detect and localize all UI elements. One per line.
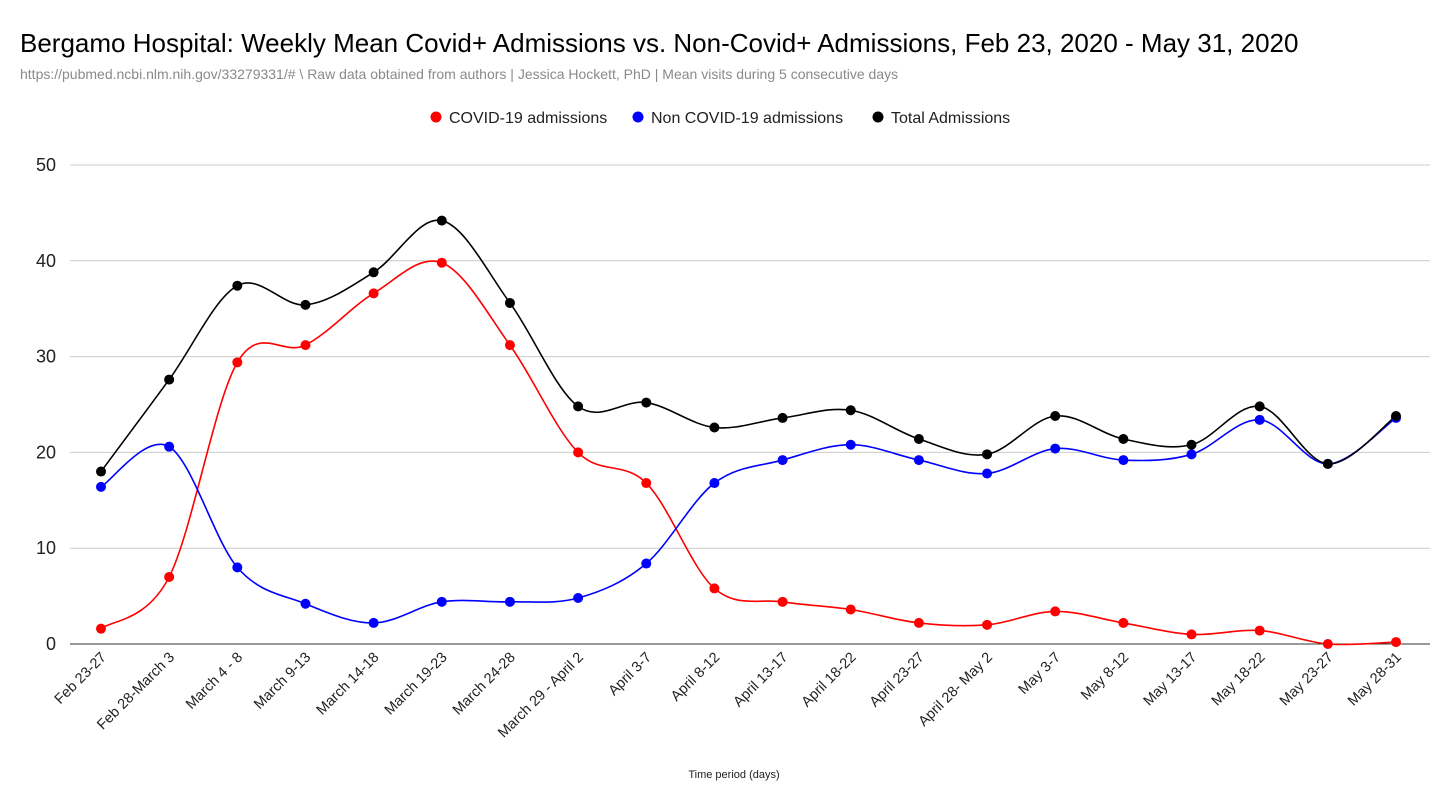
series-line-1 [100, 417, 1397, 624]
x-tick-label: March 24-28 [450, 650, 519, 719]
y-tick-label: 50 [36, 155, 56, 175]
data-point [845, 604, 856, 615]
data-point [1254, 625, 1265, 636]
data-point [368, 288, 379, 299]
x-tick-label: May 28-31 [1345, 650, 1405, 710]
data-point [504, 340, 515, 351]
x-tick-label: May 13-17 [1141, 650, 1201, 710]
data-point [1254, 414, 1265, 425]
series-line-0 [100, 260, 1397, 646]
data-point [300, 598, 311, 609]
data-point [1186, 629, 1197, 640]
legend-label: Total Admissions [891, 110, 1010, 127]
data-point [1050, 410, 1061, 421]
legend-label: Non COVID-19 admissions [651, 110, 843, 127]
data-point [641, 397, 652, 408]
data-point [300, 340, 311, 351]
data-point [1186, 439, 1197, 450]
x-tick-label: April 13-17 [731, 650, 792, 711]
data-point [504, 297, 515, 308]
legend-label: COVID-19 admissions [449, 110, 607, 127]
data-point [709, 478, 720, 489]
data-point [1118, 455, 1129, 466]
data-point [777, 412, 788, 423]
legend-marker-icon [872, 111, 884, 123]
x-tick-label: March 9-13 [251, 650, 314, 713]
y-tick-label: 40 [36, 251, 56, 271]
data-point [96, 481, 106, 492]
x-tick-label: April 18-22 [799, 650, 860, 711]
data-point [164, 374, 175, 385]
data-point [164, 441, 175, 452]
data-point [164, 571, 175, 582]
data-point [504, 596, 515, 607]
x-axis-title: Time period (days) [688, 769, 779, 781]
data-point [777, 596, 788, 607]
data-point [436, 257, 447, 268]
x-tick-label: April 23-27 [867, 650, 928, 711]
x-tick-label: April 28- May 2 [916, 650, 996, 730]
data-point [1186, 449, 1197, 460]
data-point [845, 439, 856, 450]
data-point [709, 422, 720, 433]
data-point [96, 466, 106, 477]
data-point [573, 593, 584, 604]
data-point [913, 433, 924, 444]
data-point [845, 405, 856, 416]
x-tick-label: May 18-22 [1209, 650, 1269, 710]
y-tick-label: 20 [36, 442, 56, 462]
data-point [573, 401, 584, 412]
x-tick-label: March 4 - 8 [183, 650, 246, 713]
data-point [709, 583, 720, 594]
data-point [232, 280, 243, 291]
data-point [232, 357, 243, 368]
x-tick-label: Feb 23-27 [52, 650, 110, 708]
x-tick-label: May 8-12 [1078, 650, 1132, 704]
data-point [1322, 458, 1333, 469]
chart-title: Bergamo Hospital: Weekly Mean Covid+ Adm… [20, 28, 1299, 58]
x-tick-label: April 8-12 [668, 650, 723, 705]
data-point [1050, 443, 1061, 454]
data-point [1391, 410, 1401, 421]
x-tick-label: March 19-23 [382, 650, 451, 719]
series-line-2 [100, 219, 1397, 473]
data-point [573, 447, 584, 458]
data-point [436, 215, 447, 226]
legend-marker-icon [430, 111, 442, 123]
x-tick-label: May 3-7 [1016, 650, 1064, 698]
data-point [1322, 639, 1333, 649]
data-point [1118, 433, 1129, 444]
data-point [982, 619, 993, 630]
data-point [96, 623, 106, 634]
x-tick-label: May 23-27 [1277, 650, 1337, 710]
data-point [1050, 606, 1061, 617]
data-point [368, 617, 379, 628]
data-point [913, 617, 924, 628]
data-point [982, 468, 993, 479]
legend-item[interactable]: Non COVID-19 admissions [632, 110, 844, 127]
data-point [982, 449, 993, 460]
data-point [641, 558, 652, 569]
data-point [1391, 637, 1401, 648]
data-point [436, 596, 447, 607]
data-point [1118, 617, 1129, 628]
legend-item[interactable]: Total Admissions [872, 110, 1011, 127]
x-tick-label: April 3-7 [606, 650, 655, 699]
y-tick-label: 30 [36, 347, 56, 367]
y-tick-label: 10 [36, 538, 56, 558]
legend-item[interactable]: COVID-19 admissions [430, 110, 608, 127]
chart-subtitle: https://pubmed.ncbi.nlm.nih.gov/33279331… [20, 66, 899, 82]
data-point [300, 299, 311, 310]
data-point [913, 455, 924, 466]
y-tick-label: 0 [46, 634, 56, 654]
data-point [368, 267, 379, 278]
data-point [232, 562, 243, 573]
legend-marker-icon [632, 111, 644, 123]
data-point [777, 455, 788, 466]
x-tick-label: March 14-18 [314, 650, 383, 719]
data-point [641, 478, 652, 489]
data-point [1254, 401, 1265, 412]
